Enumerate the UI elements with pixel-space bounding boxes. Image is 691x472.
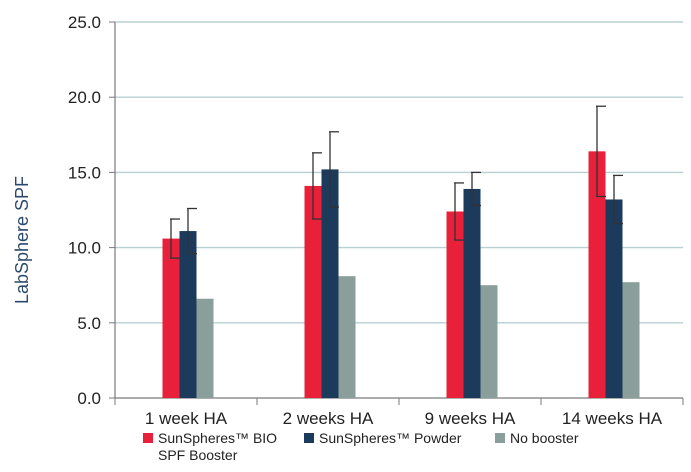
bar: [588, 151, 606, 398]
legend-label: SunSpheres™ Powder: [319, 430, 462, 446]
y-axis-label: LabSphere SPF: [12, 176, 32, 304]
legend-swatch: [143, 433, 153, 443]
bar: [463, 188, 481, 398]
legend-label: SunSpheres™ BIO: [158, 430, 277, 446]
x-category-label: 9 weeks HA: [425, 409, 516, 428]
bars: [162, 151, 640, 398]
y-tick-label: 15.0: [68, 163, 101, 182]
x-category-labels: 1 week HA 2 weeks HA 9 weeks HA 14 weeks HA: [145, 409, 663, 428]
bar: [480, 285, 498, 398]
y-tick-label: 0.0: [77, 389, 101, 408]
legend-label: No booster: [510, 430, 579, 446]
x-category-label: 14 weeks HA: [562, 409, 663, 428]
bar: [321, 169, 339, 398]
error-bars: [170, 105, 623, 259]
bar: [338, 276, 356, 398]
y-tick-label: 20.0: [68, 88, 101, 107]
bar: [304, 185, 322, 398]
bar: [446, 211, 464, 398]
x-category-label: 1 week HA: [145, 409, 228, 428]
bar: [196, 298, 214, 398]
bar: [622, 282, 640, 398]
bar: [605, 199, 623, 398]
legend-swatch: [304, 433, 314, 443]
bar: [162, 238, 180, 398]
x-category-label: 2 weeks HA: [283, 409, 374, 428]
y-tick-labels: 0.0 5.0 10.0 15.0 20.0 25.0: [68, 13, 101, 408]
y-tick-label: 5.0: [77, 314, 101, 333]
y-tick-label: 25.0: [68, 13, 101, 32]
y-tick-label: 10.0: [68, 239, 101, 258]
bar: [179, 231, 197, 398]
legend-label: SPF Booster: [158, 447, 238, 463]
grid-lines: [115, 21, 683, 324]
legend-swatch: [495, 433, 505, 443]
